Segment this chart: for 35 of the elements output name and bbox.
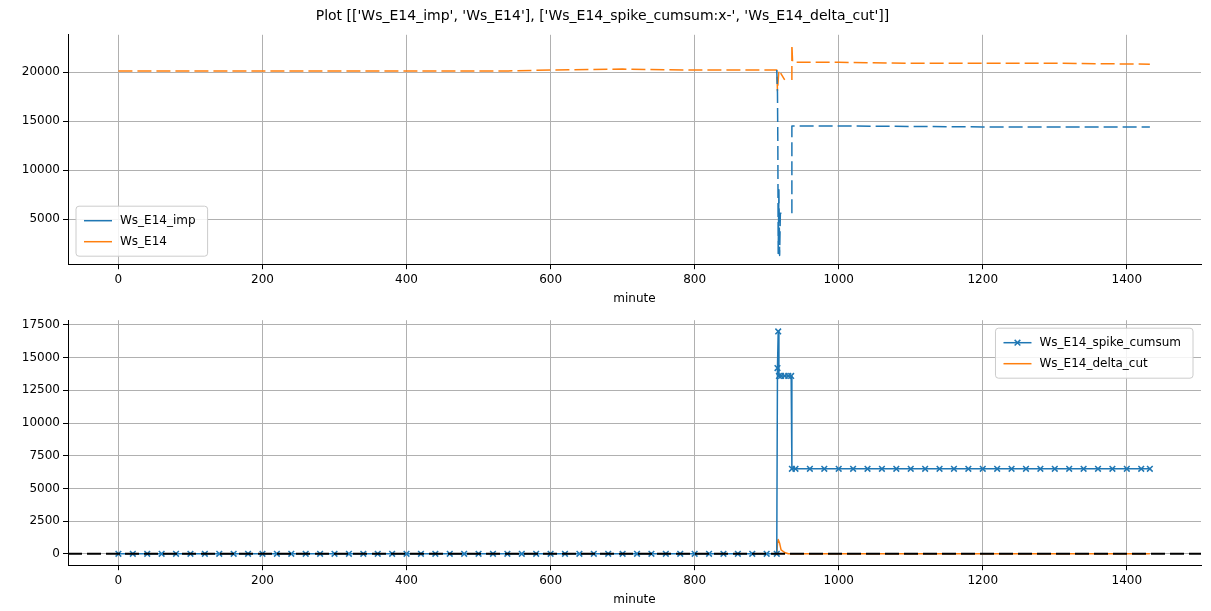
- y-tick-label: 0: [52, 545, 60, 560]
- x-tick-label: 400: [395, 572, 418, 587]
- x-tick-label: 200: [251, 271, 274, 286]
- y-tick-label: 15000: [21, 113, 60, 128]
- x-tick-label: 0: [114, 271, 123, 286]
- y-tick-label: 5000: [29, 480, 60, 495]
- y-tick-label: 10000: [21, 162, 60, 177]
- y-tick-label: 10000: [21, 415, 60, 430]
- y-tick-label: 12500: [21, 382, 60, 397]
- x-axis-title: minute: [613, 591, 656, 606]
- y-tick-label: 17500: [21, 317, 60, 332]
- x-tick-label: 1400: [1111, 572, 1143, 587]
- legend-label: Ws_E14: [120, 233, 167, 248]
- x-tick-label: 200: [251, 572, 274, 587]
- x-tick-label: 800: [683, 271, 707, 286]
- legend-label: Ws_E14_imp: [120, 212, 196, 227]
- x-axis-title: minute: [613, 290, 656, 305]
- y-tick-label: 20000: [21, 64, 60, 79]
- x-tick-label: 1200: [967, 572, 999, 587]
- x-tick-label: 1200: [967, 271, 999, 286]
- y-tick-label: 2500: [29, 513, 60, 528]
- legend-label: Ws_E14_delta_cut: [1039, 355, 1149, 370]
- y-tick-label: 15000: [21, 349, 60, 364]
- x-tick-label: 0: [114, 572, 123, 587]
- x-tick-label: 1400: [1111, 271, 1143, 286]
- x-tick-label: 1000: [823, 271, 854, 286]
- y-tick-label: 5000: [29, 211, 60, 226]
- y-tick-label: 7500: [29, 447, 60, 462]
- chart-title: Plot [['Ws_E14_imp', 'Ws_E14'], ['Ws_E14_spike_cumsum:x-', 'Ws_E14_delta_cut']]: [315, 7, 890, 24]
- legend-label: Ws_E14_spike_cumsum: [1039, 334, 1181, 349]
- x-tick-label: 1000: [823, 572, 854, 587]
- x-tick-label: 800: [683, 572, 707, 587]
- x-tick-label: 600: [539, 572, 563, 587]
- x-tick-label: 400: [395, 271, 418, 286]
- x-tick-label: 600: [539, 271, 563, 286]
